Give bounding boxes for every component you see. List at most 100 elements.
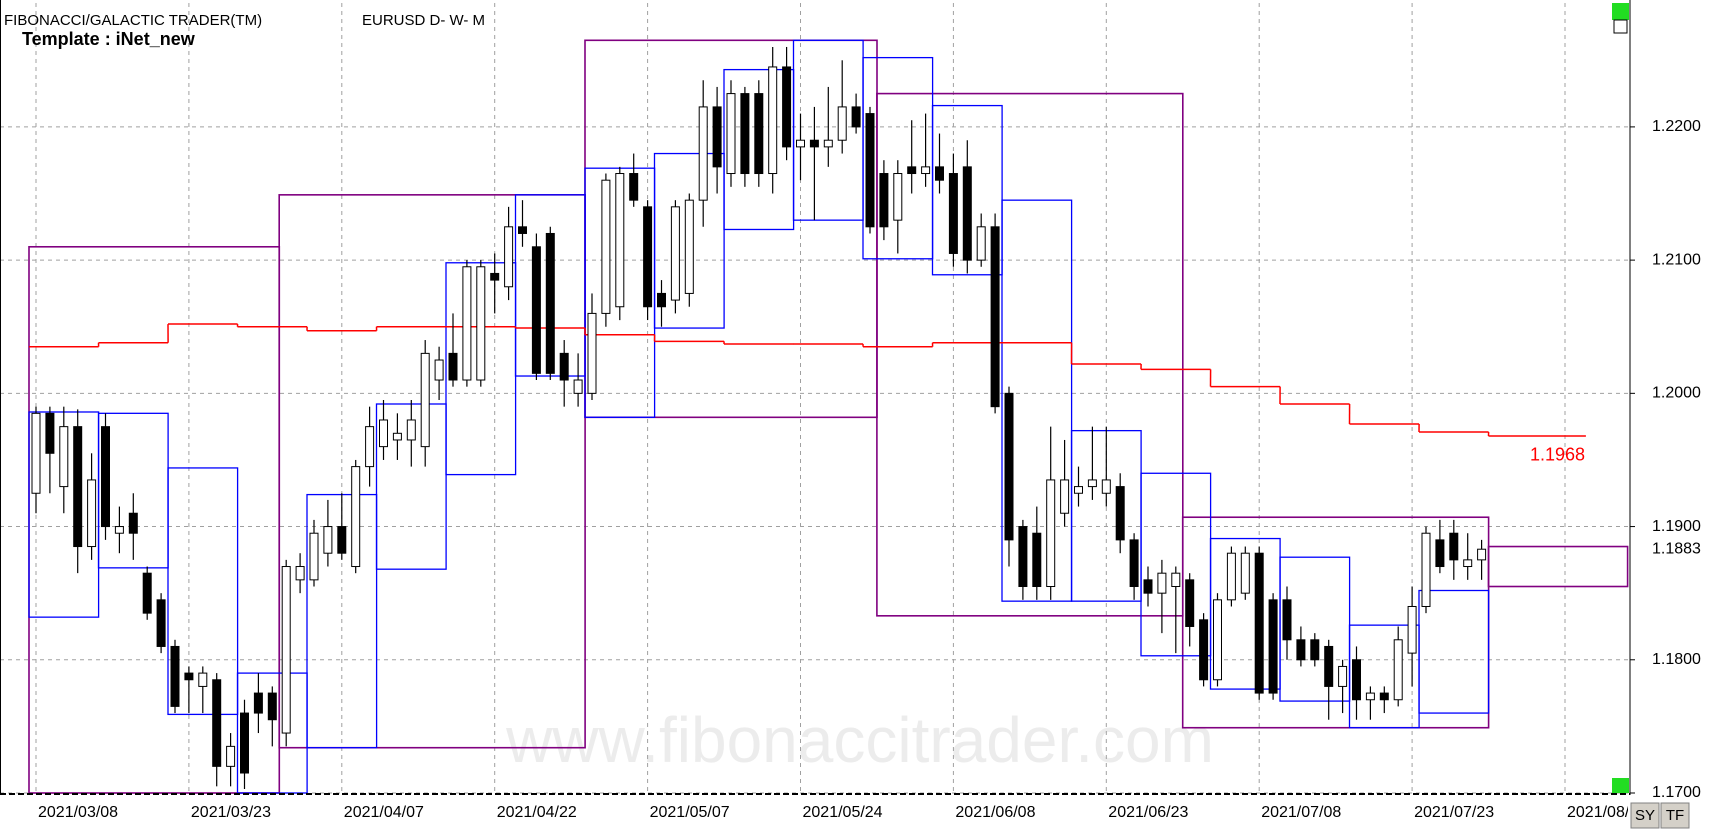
candle-body xyxy=(156,599,166,647)
monthly-box xyxy=(1487,545,1629,588)
candle-body xyxy=(1157,572,1167,594)
candle-body xyxy=(962,166,972,261)
candle-body xyxy=(1393,639,1403,701)
candle-body xyxy=(1226,552,1236,601)
candle-body xyxy=(448,352,458,381)
x-tick-label: 2021/05/24 xyxy=(803,804,883,821)
candle-body xyxy=(1310,639,1320,661)
candle-body xyxy=(434,359,444,381)
last-price-label: 1.1883 xyxy=(1652,540,1701,557)
candle-body xyxy=(531,246,541,374)
candle-body xyxy=(851,106,861,128)
candle-body xyxy=(1268,599,1278,694)
candle-body xyxy=(309,532,319,581)
candle-body xyxy=(490,272,500,281)
candle-body xyxy=(1435,539,1445,568)
candle-body xyxy=(337,526,347,554)
control-label[interactable]: SY xyxy=(1635,807,1655,824)
x-tick-label: 2021/04/07 xyxy=(344,804,424,821)
x-tick-label: 2021/07/08 xyxy=(1261,804,1341,821)
candle-body xyxy=(1143,579,1153,594)
control-button[interactable] xyxy=(1630,802,1660,829)
axis-layer: 1.1700 1.1800 1.1900 1.2000 1.2100 1.2200 2021… xyxy=(0,0,1701,821)
control-label[interactable]: TF xyxy=(1666,807,1684,824)
x-tick-label: 2021/06/23 xyxy=(1108,804,1188,821)
candle-body xyxy=(1171,572,1181,588)
candle-body xyxy=(684,199,694,294)
candle-body xyxy=(1074,486,1083,494)
candle-layer xyxy=(31,46,1487,790)
candle-body xyxy=(921,166,931,175)
candle-body xyxy=(1185,579,1195,627)
candle-body xyxy=(1421,532,1431,607)
candle-body xyxy=(1199,619,1209,681)
control-button[interactable] xyxy=(1660,802,1690,829)
candle-body xyxy=(879,173,889,228)
x-tick-label: 2021/08/09 xyxy=(1567,804,1647,821)
candle-body xyxy=(698,106,708,201)
candle-body xyxy=(726,93,736,175)
x-tick-label: 2021/03/23 xyxy=(191,804,271,821)
candle-body xyxy=(1324,645,1334,687)
weekly-box xyxy=(167,467,239,716)
candle-body xyxy=(545,232,555,374)
x-tick-label: 2021/05/07 xyxy=(650,804,730,821)
candle-body xyxy=(1129,539,1139,588)
candle-body xyxy=(1407,605,1417,654)
candle-body xyxy=(948,173,958,254)
candle-body xyxy=(1018,526,1028,588)
candle-body xyxy=(1477,548,1487,561)
candle-body xyxy=(87,479,97,548)
candle-body xyxy=(59,426,69,488)
candle-body xyxy=(1338,665,1348,687)
candle-body xyxy=(796,139,805,148)
candle-body xyxy=(1060,479,1070,514)
template-label: Template : iNet_new xyxy=(22,29,196,49)
y-tick-label: 1.1900 xyxy=(1652,518,1701,535)
candle-body xyxy=(365,426,375,468)
corner-indicator xyxy=(1612,3,1629,20)
chart-title: FIBONACCI/GALACTIC TRADER(TM) xyxy=(4,12,262,29)
candle-body xyxy=(1115,486,1125,541)
candle-body xyxy=(240,712,249,774)
candle-body xyxy=(45,412,55,454)
candle-body xyxy=(212,679,222,767)
candle-body xyxy=(462,266,472,381)
candle-body xyxy=(476,266,486,381)
weekly-box xyxy=(653,152,725,329)
candle-body xyxy=(101,426,110,528)
candle-body xyxy=(1032,532,1042,588)
candle-body xyxy=(253,692,263,714)
chart-subtitle: EURUSD D- W- M xyxy=(362,12,485,29)
y-tick-label: 1.1700 xyxy=(1652,784,1701,801)
candle-body xyxy=(573,379,583,394)
x-tick-label: 2021/06/08 xyxy=(955,804,1035,821)
weekly-box xyxy=(1418,589,1490,714)
corner-indicator xyxy=(1612,778,1629,793)
candle-body xyxy=(1046,479,1056,588)
candle-body xyxy=(518,226,527,234)
monthly-box xyxy=(876,92,1184,617)
candle-body xyxy=(114,526,124,534)
x-tick-label: 2021/03/08 xyxy=(38,804,118,821)
candle-body xyxy=(809,139,819,148)
candle-body xyxy=(754,93,764,175)
candle-body xyxy=(170,645,180,707)
candle-body xyxy=(1101,479,1111,494)
x-tick-label: 2021/04/22 xyxy=(497,804,577,821)
y-tick-label: 1.1800 xyxy=(1652,651,1701,668)
candle-body xyxy=(907,166,917,175)
candle-body xyxy=(643,206,653,308)
candle-body xyxy=(73,426,83,548)
watermark: www.fibonaccitrader.com xyxy=(505,704,1214,776)
candle-body xyxy=(670,206,680,301)
candle-body xyxy=(865,113,875,228)
candle-body xyxy=(1352,659,1361,701)
candle-body xyxy=(1087,479,1097,488)
y-tick-label: 1.2100 xyxy=(1652,251,1701,268)
candle-body xyxy=(1282,599,1292,641)
candle-body xyxy=(615,173,625,308)
candle-body xyxy=(323,526,333,554)
candle-body xyxy=(128,512,138,534)
